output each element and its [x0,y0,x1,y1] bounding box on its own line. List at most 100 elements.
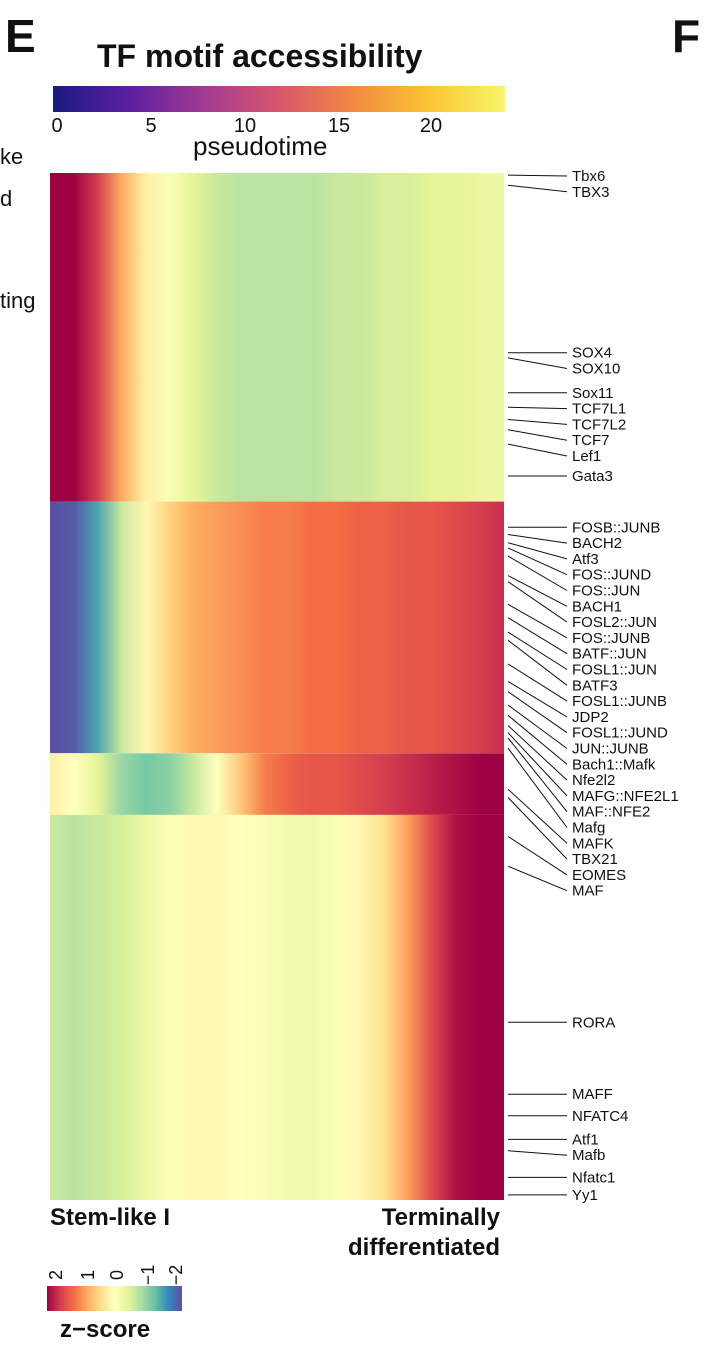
cut-text-3: ting [0,288,36,313]
label-leader-line [507,797,568,860]
row-label: RORA [572,1014,615,1031]
row-label: FOSL1::JUN [572,662,657,679]
cut-text-2: d [0,186,13,211]
zscore-tick: 1 [78,1269,98,1281]
row-label: JUN::JUNB [572,741,649,758]
row-label: MAFG::NFE2L1 [572,788,679,805]
row-label: FOS::JUND [572,567,651,584]
row-label: SOX4 [572,345,612,362]
label-leader-line [507,714,568,765]
label-leader-line [507,737,568,813]
zscore-tick: 2 [46,1269,66,1281]
row-label: Mafb [572,1147,605,1164]
label-leader-line [507,534,568,544]
label-leader-line [507,443,568,457]
label-leader-line [507,747,568,828]
row-label: FOS::JUNB [572,630,650,647]
label-leader-line [507,617,568,655]
panel-letter-f: F [672,10,701,62]
x-start-label: Stem-like I [50,1204,171,1231]
label-leader-line [507,835,568,876]
label-leader-line [507,788,568,844]
heatmap-cluster-4 [50,814,504,1200]
row-label: NFATC4 [572,1108,628,1125]
row-label: FOSL1::JUNB [572,693,667,710]
label-leader-line [507,732,568,797]
row-label: Tbx6 [572,168,605,185]
label-leader-line [507,406,568,410]
row-label: MAF [572,883,604,900]
row-label: FOS::JUN [572,583,640,600]
label-leader-line [507,419,568,425]
label-leader-line [507,575,568,607]
chart-title: TF motif accessibility [97,38,423,74]
x-end-label: Terminally differentiated [347,1204,500,1261]
zscore-tick: −1 [138,1264,158,1286]
row-label: Nfatc1 [572,1169,615,1186]
label-leader-line [507,174,568,177]
pseudotime-tick: 20 [419,115,443,137]
row-label: FOSL2::JUN [572,614,657,631]
zscore-label: z−score [60,1316,151,1343]
label-leader-line [507,1150,568,1156]
label-leader-line [507,725,568,781]
row-label: Bach1::Mafk [572,756,656,773]
row-label: Lef1 [572,448,601,465]
row-label: Gata3 [572,468,613,485]
zscore-tick: −2 [166,1264,186,1286]
cut-text-1: ke [0,144,24,169]
row-label: Atf3 [572,551,599,568]
pseudotime-colorbar [53,86,505,112]
row-label: Sox11 [572,385,613,402]
pseudotime-tick: 5 [145,115,157,137]
row-label: TBX21 [572,851,618,868]
label-leader-line [507,680,568,718]
heatmap-cluster-1 [50,173,504,502]
label-leader-line [507,357,568,369]
row-label: FOSL1::JUND [572,725,668,742]
row-label: TBX3 [572,184,610,201]
row-label: TCF7L2 [572,416,626,433]
heatmap-cluster-2 [50,501,504,754]
row-label: MAF::NFE2 [572,804,650,821]
label-leader-line [507,639,568,686]
label-leader-line [507,603,568,639]
row-label: BATF3 [572,677,618,694]
label-leader-line [507,663,568,702]
pseudotime-label: pseudotime [193,131,328,161]
row-label: MAFF [572,1086,613,1103]
row-label: BACH1 [572,598,622,615]
row-label: TCF7L1 [572,401,626,418]
row-label: SOX10 [572,361,620,378]
pseudotime-tick: 10 [233,115,257,137]
label-leader-line [507,691,568,734]
row-label: TCF7 [572,432,610,449]
label-leader-line [507,555,568,591]
pseudotime-tick: 0 [51,115,63,137]
row-label: EOMES [572,867,626,884]
heatmap-cluster-3 [50,753,504,815]
panel-letter-e: E [5,10,36,62]
label-leader-line [507,429,568,441]
row-label: Atf1 [572,1131,599,1148]
row-label: JDP2 [572,709,609,726]
zscore-tick: 0 [107,1269,127,1281]
label-leader-line [507,865,568,892]
zscore-colorbar [47,1286,182,1311]
row-label: Yy1 [572,1187,598,1204]
label-leader-line [507,184,568,193]
row-label: MAFK [572,835,614,852]
label-leader-line [507,542,568,560]
label-leader-line [507,631,568,670]
row-label: Mafg [572,820,605,837]
row-label: FOSB::JUNB [572,519,660,536]
row-label: BATF::JUN [572,646,647,663]
label-leader-line [507,581,568,623]
label-leader-line [507,547,568,576]
pseudotime-tick: 15 [327,115,351,137]
row-label: BACH2 [572,535,622,552]
row-label: Nfe2l2 [572,772,615,789]
label-leader-line [507,704,568,749]
